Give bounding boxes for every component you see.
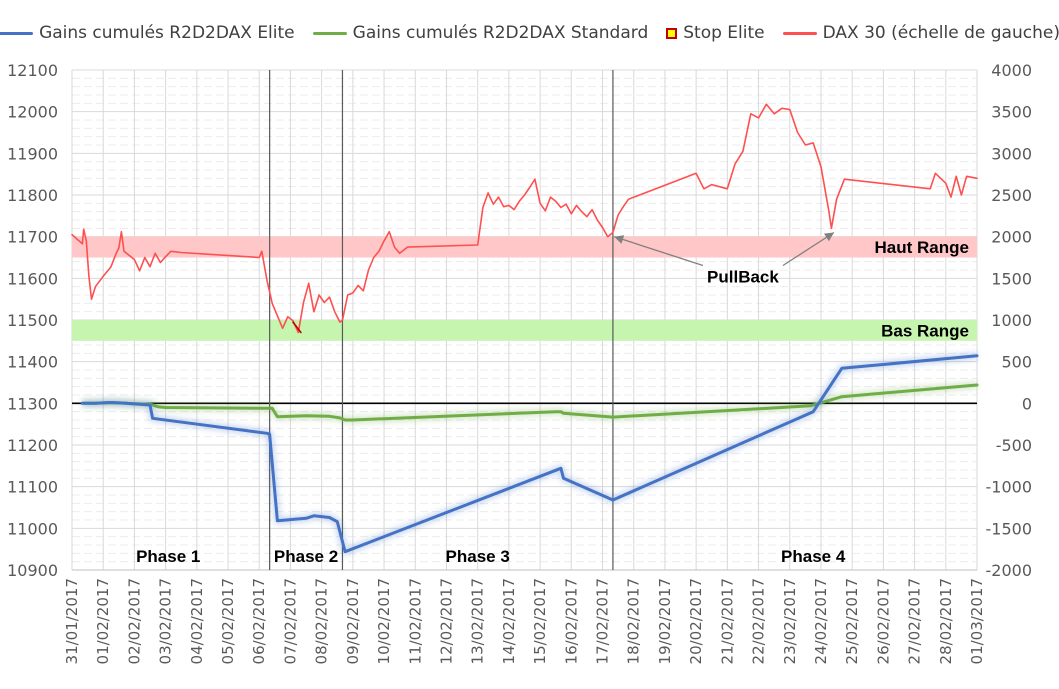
x-tick-label: 24/02/2017 — [812, 578, 830, 664]
legend-swatch-elite — [0, 31, 34, 35]
x-tick-label: 22/02/2017 — [750, 578, 768, 664]
x-tick-label: 16/02/2017 — [562, 578, 580, 664]
legend-swatch-stop-elite — [666, 27, 678, 39]
y-right-tick-label: -1000 — [986, 478, 1033, 497]
band-label: Haut Range — [875, 238, 969, 257]
x-tick-label: 05/02/2017 — [219, 578, 237, 664]
x-tick-label: 18/02/2017 — [625, 578, 643, 664]
phase-label: Phase 4 — [781, 547, 846, 566]
x-tick-label: 11/02/2017 — [406, 578, 424, 664]
y-right-tick-label: 0 — [1022, 394, 1032, 413]
y-right-tick-label: 1500 — [991, 269, 1032, 288]
y-left-tick-label: 11200 — [7, 436, 58, 455]
legend-label-stop-elite: Stop Elite — [683, 23, 765, 43]
y-right-tick-label: 2000 — [991, 228, 1032, 247]
x-tick-label: 01/03/2017 — [968, 578, 986, 664]
y-left-tick-label: 11100 — [7, 478, 58, 497]
y-right-tick-label: 4000 — [991, 61, 1032, 80]
band-0 — [72, 236, 977, 258]
y-left-tick-label: 11000 — [7, 519, 58, 538]
x-tick-label: 17/02/2017 — [594, 578, 612, 664]
series-line-gains-cumul-s-r2d2dax-elite — [80, 354, 979, 554]
legend-label-dax: DAX 30 (échelle de gauche) — [822, 23, 1059, 43]
phase-label: Phase 2 — [274, 547, 338, 566]
y-right-tick-label: -2000 — [986, 561, 1033, 580]
y-left-tick-label: 11300 — [7, 394, 58, 413]
band-label: Bas Range — [881, 321, 969, 340]
phase-label: Phase 1 — [136, 547, 200, 566]
x-tick-label: 08/02/2017 — [313, 578, 331, 664]
legend-item-elite: Gains cumulés R2D2DAX Elite — [0, 23, 295, 43]
series-line-stop-elite — [292, 321, 302, 334]
y-right-tick-label: -500 — [996, 436, 1032, 455]
legend-label-standard: Gains cumulés R2D2DAX Standard — [352, 23, 649, 43]
y-right-tick-label: 2500 — [991, 186, 1032, 205]
x-tick-label: 02/02/2017 — [125, 578, 143, 664]
x-tick-label: 06/02/2017 — [250, 578, 268, 664]
y-right-tick-label: 3500 — [991, 103, 1032, 122]
x-tick-label: 12/02/2017 — [437, 578, 455, 664]
y-left-tick-label: 12100 — [7, 61, 58, 80]
y-right-tick-label: 1000 — [991, 311, 1032, 330]
x-tick-label: 19/02/2017 — [656, 578, 674, 664]
x-tick-label: 01/02/2017 — [94, 578, 112, 664]
legend-swatch-standard — [312, 31, 347, 35]
annotation-arrowhead — [614, 235, 625, 244]
legend-item-standard: Gains cumulés R2D2DAX Standard — [312, 23, 649, 43]
legend-label-elite: Gains cumulés R2D2DAX Elite — [39, 23, 295, 43]
legend-item-stop-elite: Stop Elite — [666, 23, 765, 43]
annotation-label: PullBack — [707, 268, 779, 287]
x-tick-label: 10/02/2017 — [375, 578, 393, 664]
y-left-tick-label: 10900 — [7, 561, 58, 580]
y-right-tick-label: 500 — [1001, 353, 1032, 372]
y-left-tick-label: 12000 — [7, 103, 58, 122]
x-tick-label: 09/02/2017 — [344, 578, 362, 664]
x-tick-label: 20/02/2017 — [687, 578, 705, 664]
x-tick-label: 26/02/2017 — [874, 578, 892, 664]
annotation-arrow-line — [614, 236, 704, 267]
x-tick-label: 27/02/2017 — [906, 578, 924, 664]
x-tick-label: 03/02/2017 — [157, 578, 175, 664]
y-left-tick-label: 11400 — [7, 353, 58, 372]
y-left-tick-label: 11500 — [7, 311, 58, 330]
x-tick-label: 14/02/2017 — [500, 578, 518, 664]
x-tick-label: 28/02/2017 — [937, 578, 955, 664]
annotation-arrowhead — [824, 232, 834, 242]
series-line-dax-30-chelle-de-gauche — [71, 103, 978, 334]
x-tick-label: 25/02/2017 — [843, 578, 861, 664]
y-left-tick-label: 11600 — [7, 269, 58, 288]
x-tick-label: 31/01/2017 — [63, 578, 81, 664]
y-right-tick-label: 3000 — [991, 144, 1032, 163]
x-tick-label: 07/02/2017 — [281, 578, 299, 664]
legend-item-dax: DAX 30 (échelle de gauche) — [782, 23, 1059, 43]
y-right-tick-label: -1500 — [986, 519, 1033, 538]
band-1 — [72, 320, 977, 341]
y-left-tick-label: 11700 — [7, 228, 58, 247]
x-tick-label: 23/02/2017 — [781, 578, 799, 664]
legend: Gains cumulés R2D2DAX Elite Gains cumulé… — [0, 18, 1059, 48]
phase-label: Phase 3 — [446, 547, 510, 566]
y-left-tick-label: 11900 — [7, 144, 58, 163]
x-tick-label: 21/02/2017 — [718, 578, 736, 664]
x-tick-label: 04/02/2017 — [188, 578, 206, 664]
annotation-arrow-line — [782, 231, 835, 267]
legend-swatch-dax — [782, 31, 817, 35]
x-tick-label: 15/02/2017 — [531, 578, 549, 664]
y-left-tick-label: 11800 — [7, 186, 58, 205]
series-glow-gains-cumul-s-r2d2dax-standard — [82, 381, 978, 424]
x-tick-label: 13/02/2017 — [469, 578, 487, 664]
